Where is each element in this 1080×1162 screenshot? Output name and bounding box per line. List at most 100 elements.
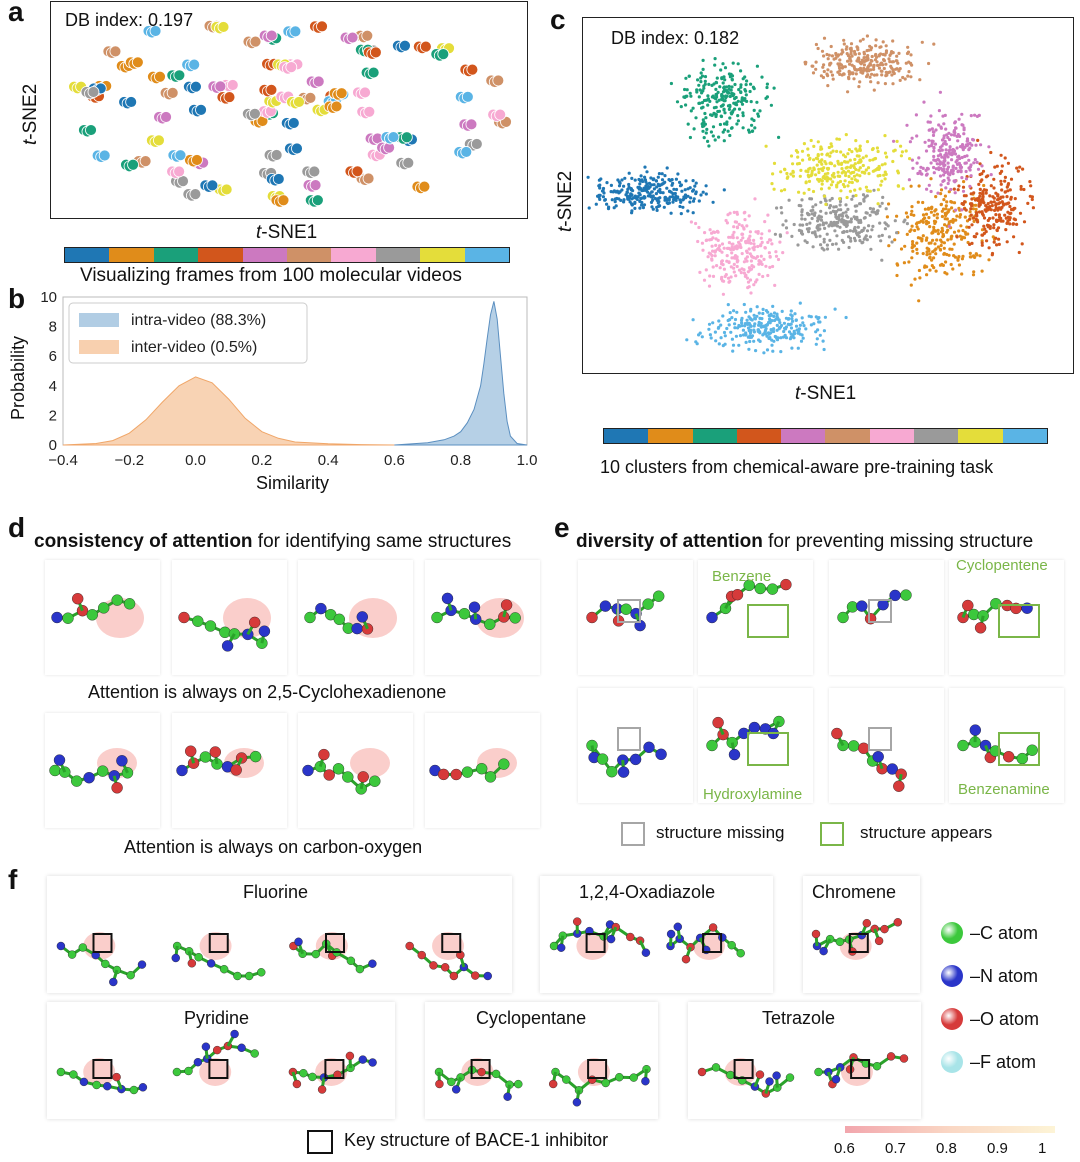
video-cluster (167, 149, 187, 163)
panel-d-label: d (8, 512, 26, 543)
video-cluster (344, 165, 364, 179)
y-tick-label: 8 (49, 319, 57, 336)
diversity-thumb-3 (829, 560, 944, 675)
video-cluster (80, 86, 100, 100)
attention-colorbar (845, 1126, 1055, 1133)
bace-molecule (288, 1051, 377, 1094)
video-cluster (392, 39, 411, 54)
panel-c-scatter (572, 34, 1035, 355)
video-cluster (411, 180, 431, 195)
video-cluster (102, 45, 122, 59)
video-cluster (166, 69, 186, 83)
colorbar-swatch-8 (914, 429, 959, 443)
bace-group-title-3: Chromene (812, 882, 897, 902)
video-cluster (376, 141, 396, 155)
bace-molecule (56, 1058, 148, 1095)
key-structure-box-icon (307, 1130, 333, 1154)
bace-molecule (405, 932, 492, 981)
molecule (171, 932, 266, 981)
legend-missing-label: structure missing (656, 823, 785, 842)
bace-molecule (289, 932, 377, 974)
nitrogen-atom-icon (941, 965, 963, 987)
video-cluster (364, 132, 384, 146)
colorbar-swatch-6 (825, 429, 870, 443)
panel-c-label: c (550, 4, 566, 35)
molecule (811, 918, 903, 960)
molecule (49, 748, 137, 794)
missing-box (617, 727, 641, 751)
video-cluster (241, 107, 261, 122)
y-tick-label: 0 (49, 437, 57, 454)
x-tick-label: 1.0 (517, 452, 538, 469)
colorbar-tick-label: 0.7 (885, 1140, 906, 1157)
video-cluster (146, 134, 165, 148)
video-cluster (301, 165, 321, 179)
attention-thumb-row2-1 (45, 713, 160, 828)
carbon-atom-icon (941, 922, 963, 944)
key-structure-box (325, 933, 345, 953)
video-cluster (286, 96, 305, 110)
video-cluster (304, 194, 324, 208)
structure-name-2: Cyclopentene (956, 557, 1048, 574)
panel-c-ylabel: t-SNE2 (555, 170, 576, 232)
cluster-9 (764, 133, 912, 206)
video-cluster (188, 103, 207, 118)
bace-group-6 (688, 1002, 921, 1119)
video-cluster (356, 105, 376, 120)
video-cluster (159, 86, 179, 101)
video-cluster (282, 25, 302, 39)
video-cluster (311, 103, 331, 118)
video-cluster (453, 146, 473, 160)
video-cluster (360, 66, 380, 80)
molecule (666, 922, 745, 964)
key-structure-box (848, 933, 869, 953)
key-structure-box (92, 933, 113, 953)
attention-thumb-row2-2 (172, 713, 287, 828)
key-structure-box (92, 1059, 113, 1079)
video-cluster (184, 154, 203, 168)
bace-group-title-6: Tetrazole (762, 1008, 836, 1028)
molecule (814, 1052, 909, 1089)
bace-molecule (56, 932, 147, 987)
x-tick-label: 0.4 (318, 452, 339, 469)
kde-series-2 (62, 376, 395, 446)
atom-legend-label: –O atom (970, 1009, 1040, 1029)
bace-group-5 (425, 1002, 658, 1119)
molecule (288, 1051, 377, 1094)
molecule (586, 590, 665, 632)
cluster-7 (689, 197, 789, 296)
bace-group-title-1: Fluorine (243, 882, 309, 902)
colorbar-swatch-4 (736, 429, 782, 443)
panel-a-scatter (68, 19, 512, 208)
kde-legend (68, 302, 308, 364)
bace-molecule (666, 922, 745, 964)
video-cluster (280, 117, 300, 131)
x-tick-label: 0.0 (185, 452, 206, 469)
key-structure-box (587, 1059, 608, 1079)
colorbar-swatch-1 (604, 429, 649, 443)
colorbar-tick-label: 0.8 (936, 1140, 957, 1157)
video-cluster (454, 90, 474, 105)
legend-appears-swatch (820, 822, 844, 846)
colorbar-swatch-10 (1002, 429, 1047, 443)
attention-thumb-row1-1 (45, 560, 160, 675)
bace-molecule (814, 1052, 909, 1089)
video-cluster (395, 156, 415, 171)
video-cluster (380, 131, 400, 145)
diversity-thumb-8 (949, 688, 1064, 803)
molecule (431, 592, 524, 638)
missing-box (868, 727, 892, 751)
oxygen-atom-icon (941, 1008, 963, 1030)
atom-legend-label: –N atom (970, 966, 1039, 986)
diversity-thumb-7 (829, 688, 944, 803)
key-structure-box (208, 1059, 229, 1079)
molecule (178, 598, 271, 652)
attention-thumb-row1-2 (172, 560, 287, 675)
y-tick-label: 6 (49, 348, 57, 365)
panel-c-xlabel: t-SNE1 (795, 383, 857, 404)
video-cluster (120, 158, 139, 173)
video-cluster (207, 80, 227, 94)
panel-f-label: f (8, 864, 18, 895)
colorbar-swatch-8 (375, 248, 421, 262)
video-cluster (302, 179, 322, 193)
